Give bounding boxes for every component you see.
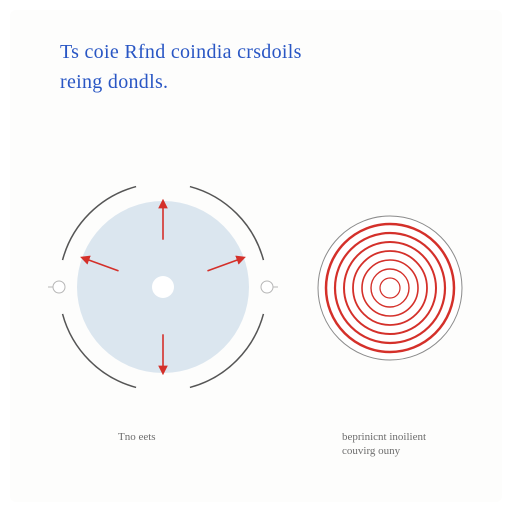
right-diagram-svg: [310, 208, 470, 368]
left-caption: Tno eets: [118, 430, 156, 444]
page-title: Ts coie Rfnd coindia crsdoils reing dond…: [60, 38, 462, 96]
right-diagram: [310, 208, 470, 368]
diagram-area: Tno eets beprinicnt inoilient couvirg ou…: [10, 130, 502, 502]
arc-marker: [261, 281, 273, 293]
disc-hole: [152, 276, 174, 298]
title-line-2: reing dondls.: [60, 68, 462, 96]
right-bg-disc: [318, 216, 462, 360]
left-diagram: [48, 172, 278, 402]
page-card: Ts coie Rfnd coindia crsdoils reing dond…: [10, 10, 502, 502]
right-caption: beprinicnt inoilient couvirg ouny: [342, 430, 462, 459]
arc-marker: [53, 281, 65, 293]
left-diagram-svg: [48, 172, 278, 402]
title-line-1: Ts coie Rfnd coindia crsdoils: [60, 41, 302, 63]
